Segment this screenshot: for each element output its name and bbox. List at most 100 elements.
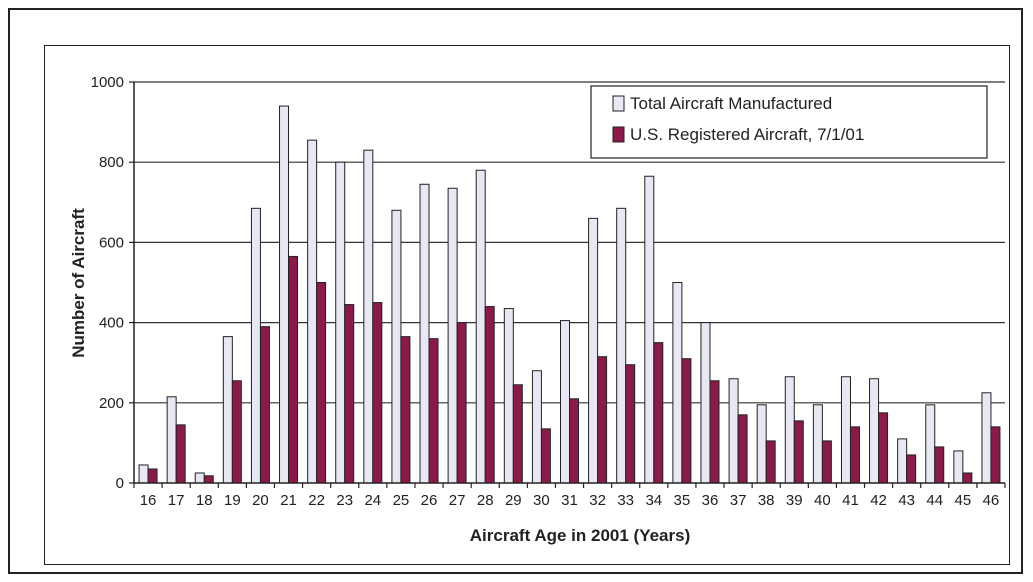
x-tick-label: 46 xyxy=(983,492,1000,509)
legend-swatch-total xyxy=(612,95,625,112)
bar-us-registered xyxy=(709,380,720,484)
bar-us-registered xyxy=(597,356,608,484)
bar-total-manufactured xyxy=(616,207,627,484)
y-tick-label: 800 xyxy=(99,154,124,171)
bar-us-registered xyxy=(821,440,832,484)
bar-us-registered xyxy=(569,398,579,484)
bar-us-registered xyxy=(372,302,383,484)
bar-us-registered xyxy=(344,304,355,484)
bar-total-manufactured xyxy=(447,187,458,484)
bars xyxy=(138,105,1001,484)
bar-total-manufactured xyxy=(560,320,570,484)
y-tick-labels: 0 200 400 600 800 1000 xyxy=(91,74,124,492)
x-tick-labels: 16 17 18 19 20 21 22 23 24 25 26 27 28 29 30 31 32 33 34 35… xyxy=(140,492,1000,509)
x-tick-label: 17 xyxy=(168,492,185,509)
x-tick-label: 39 xyxy=(786,492,803,509)
x-tick-label: 27 xyxy=(449,492,466,509)
bar-us-registered xyxy=(484,306,495,484)
x-tick-label: 22 xyxy=(308,492,325,509)
bar-us-registered xyxy=(681,358,692,484)
x-tick-label: 20 xyxy=(252,492,269,509)
y-tick-label: 200 xyxy=(99,395,124,412)
bar-total-manufactured xyxy=(307,139,318,484)
x-tick-label: 42 xyxy=(870,492,887,509)
x-tick-label: 26 xyxy=(421,492,438,509)
bar-us-registered xyxy=(540,428,551,484)
bar-total-manufactured xyxy=(840,376,851,484)
x-tick-label: 37 xyxy=(730,492,747,509)
bar-us-registered xyxy=(990,426,1001,484)
y-tick-label: 0 xyxy=(116,475,124,492)
bar-us-registered xyxy=(878,412,889,484)
x-tick-label: 43 xyxy=(898,492,915,509)
x-tick-label: 24 xyxy=(364,492,381,509)
bar-us-registered xyxy=(428,338,439,484)
bar-total-manufactured xyxy=(475,169,486,484)
bar-us-registered xyxy=(175,424,186,484)
y-tick-label: 600 xyxy=(99,234,124,251)
bar-total-manufactured xyxy=(897,438,908,484)
bar-total-manufactured xyxy=(812,404,823,484)
x-tick-label: 19 xyxy=(224,492,241,509)
bar-us-registered xyxy=(737,414,748,484)
x-tick-label: 18 xyxy=(196,492,213,509)
x-tick-label: 23 xyxy=(336,492,353,509)
axes xyxy=(129,81,1006,488)
x-tick-label: 29 xyxy=(505,492,522,509)
x-tick-label: 21 xyxy=(280,492,297,509)
x-tick-label: 32 xyxy=(589,492,606,509)
bar-total-manufactured xyxy=(784,376,795,484)
legend-label-registered: U.S. Registered Aircraft, 7/1/01 xyxy=(630,125,864,144)
legend-label-total: Total Aircraft Manufactured xyxy=(630,94,832,113)
x-tick-label: 38 xyxy=(758,492,775,509)
x-tick-label: 40 xyxy=(814,492,831,509)
bar-total-manufactured xyxy=(869,378,880,484)
bar-us-registered xyxy=(906,454,917,484)
bar-us-registered xyxy=(316,282,327,484)
bar-total-manufactured xyxy=(644,175,655,484)
x-tick-label: 33 xyxy=(617,492,634,509)
bar-us-registered xyxy=(456,322,467,484)
bar-us-registered xyxy=(147,468,158,484)
x-tick-label: 28 xyxy=(477,492,494,509)
bar-total-manufactured xyxy=(250,207,261,484)
bar-total-manufactured xyxy=(531,370,542,484)
x-tick-label: 31 xyxy=(561,492,578,509)
bar-total-manufactured xyxy=(672,282,683,484)
bar-total-manufactured xyxy=(419,183,430,484)
bar-us-registered xyxy=(231,380,242,484)
bar-us-registered xyxy=(849,426,860,484)
y-tick-label: 400 xyxy=(99,315,124,332)
bar-total-manufactured xyxy=(391,209,402,484)
x-tick-label: 25 xyxy=(393,492,410,509)
legend: Total Aircraft Manufactured U.S. Registe… xyxy=(590,85,988,159)
legend-swatch-registered xyxy=(612,126,625,143)
x-tick-label: 34 xyxy=(645,492,662,509)
legend-box xyxy=(590,85,988,159)
bar-total-manufactured xyxy=(588,217,599,484)
x-axis-title: Aircraft Age in 2001 (Years) xyxy=(470,526,690,545)
bar-us-registered xyxy=(765,440,776,484)
bar-total-manufactured xyxy=(166,396,177,484)
bar-total-manufactured xyxy=(335,161,346,484)
x-tick-label: 44 xyxy=(926,492,943,509)
bar-us-registered xyxy=(203,475,214,484)
y-tick-label: 1000 xyxy=(91,74,124,91)
bar-total-manufactured xyxy=(953,450,964,484)
bar-total-manufactured xyxy=(279,105,290,484)
bar-total-manufactured xyxy=(728,378,739,484)
bar-us-registered xyxy=(793,420,804,484)
x-tick-label: 45 xyxy=(955,492,972,509)
x-tick-label: 41 xyxy=(842,492,859,509)
bar-us-registered xyxy=(400,336,411,484)
bar-us-registered xyxy=(288,255,299,484)
bar-us-registered xyxy=(512,384,523,484)
bar-total-manufactured xyxy=(138,464,149,484)
x-tick-label: 35 xyxy=(674,492,691,509)
bar-us-registered xyxy=(934,446,945,484)
bar-total-manufactured xyxy=(700,322,711,484)
x-tick-label: 36 xyxy=(702,492,719,509)
bar-total-manufactured xyxy=(363,149,374,484)
bar-total-manufactured xyxy=(503,308,514,484)
